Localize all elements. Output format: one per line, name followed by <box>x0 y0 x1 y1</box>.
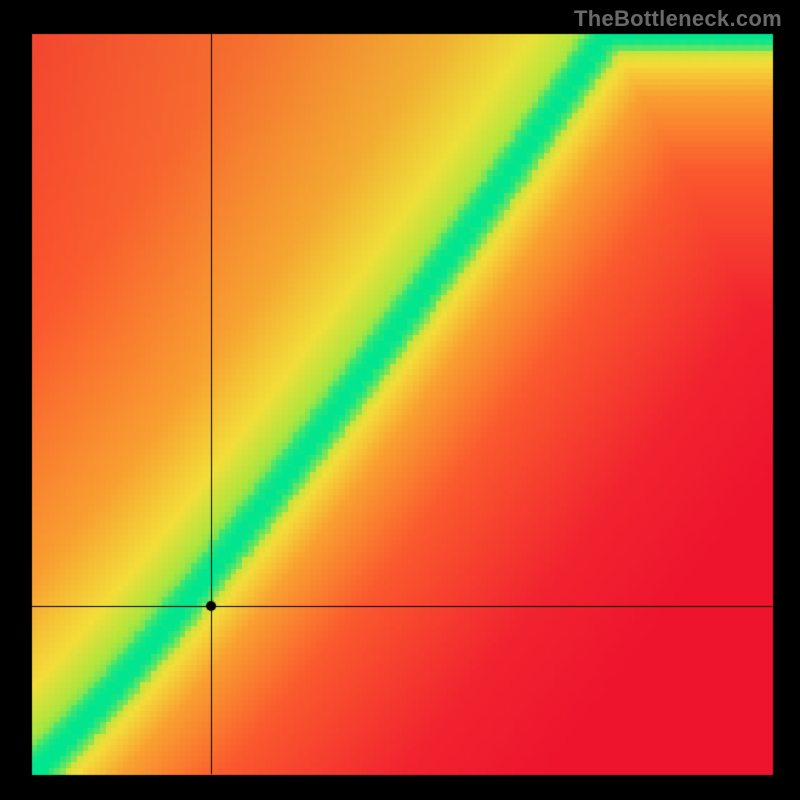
chart-container: TheBottleneck.com <box>0 0 800 800</box>
bottleneck-heatmap <box>0 0 800 800</box>
watermark-text: TheBottleneck.com <box>574 6 782 32</box>
